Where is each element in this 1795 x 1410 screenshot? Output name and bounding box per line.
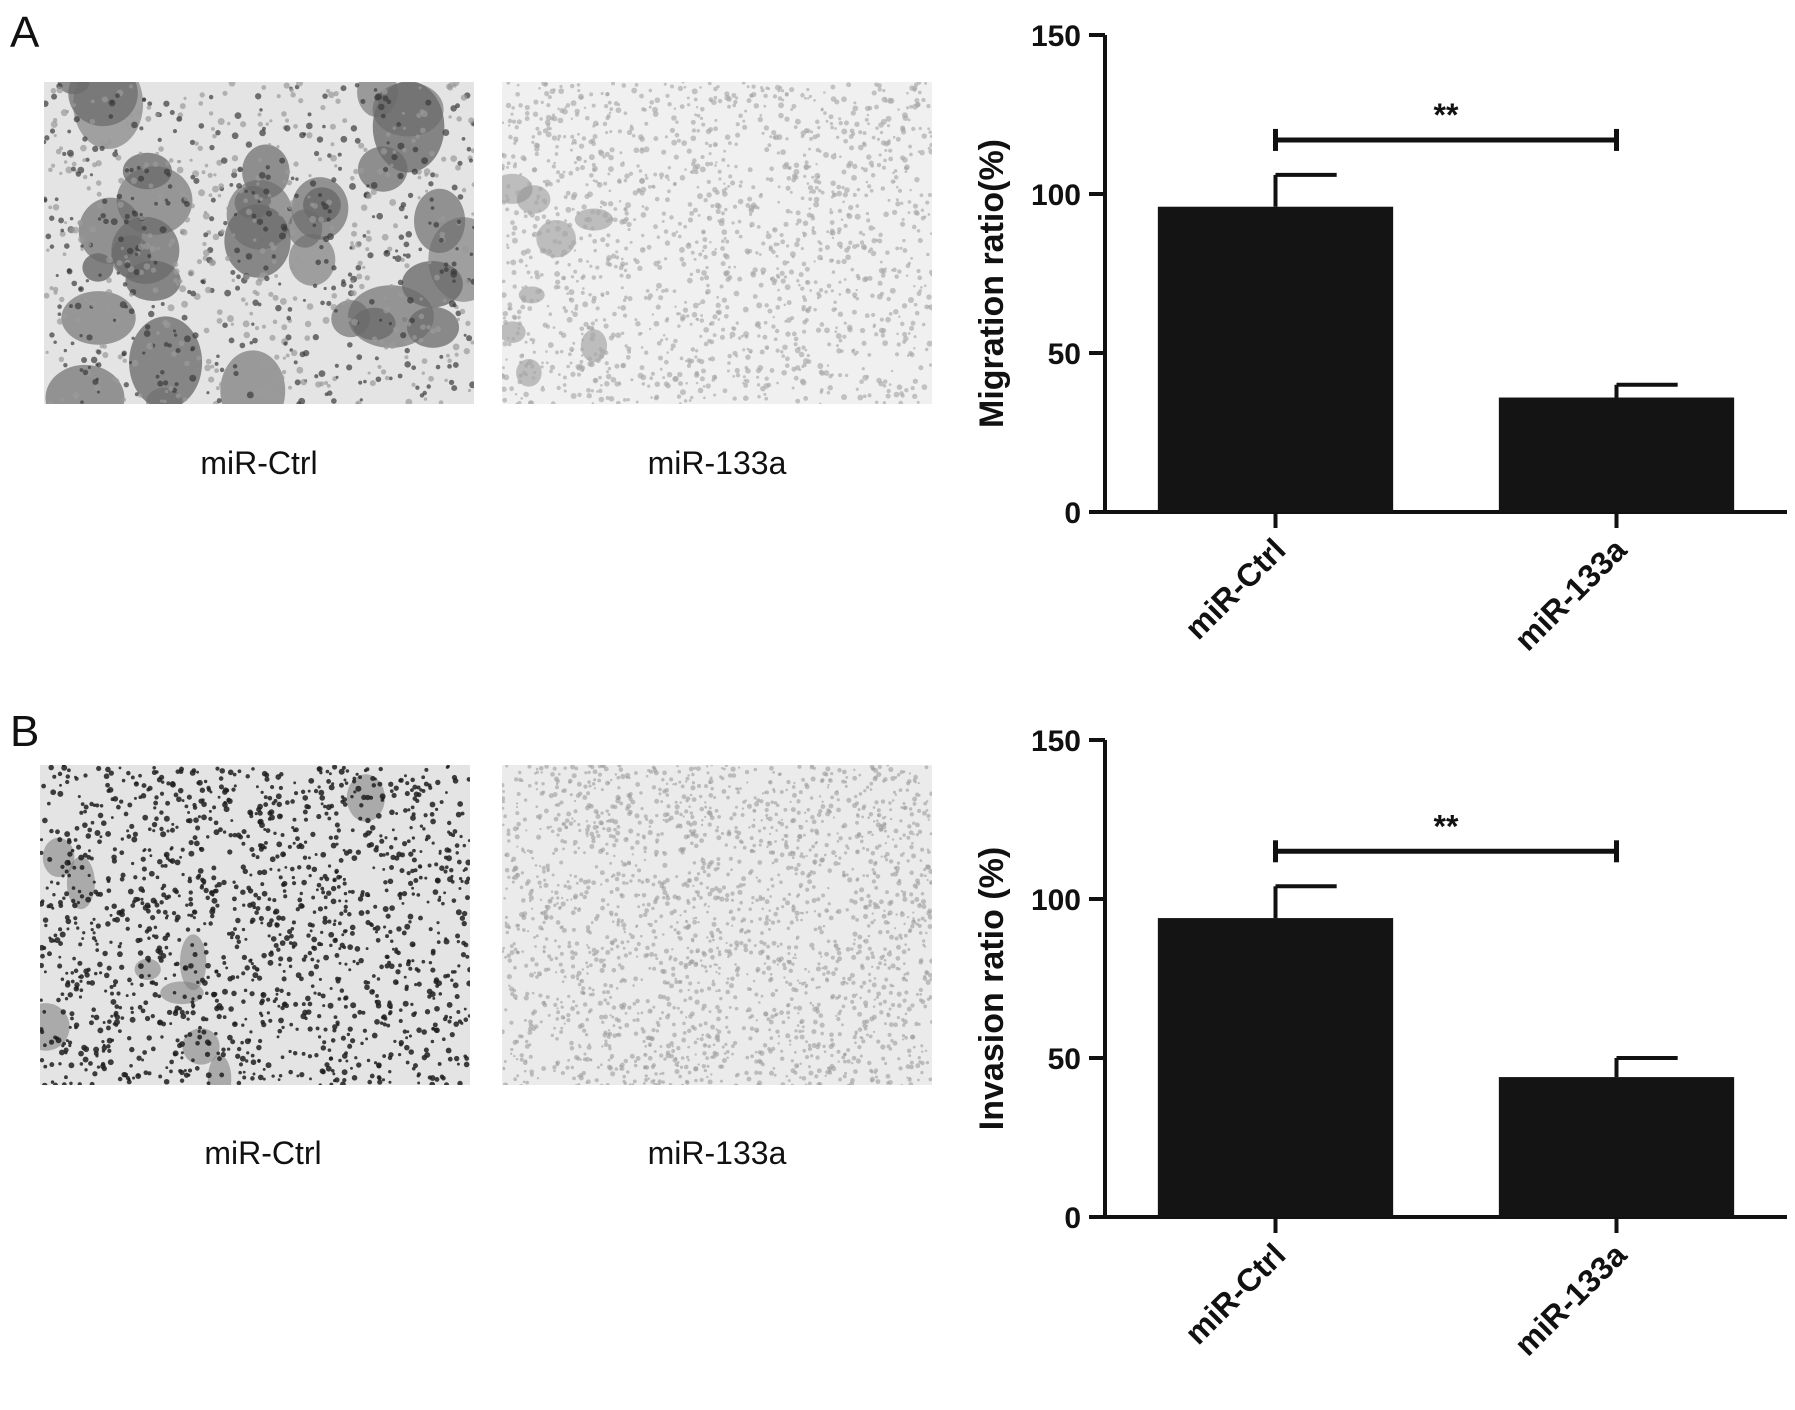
- x-tick-label-miR-133a: miR-133a: [1507, 531, 1633, 657]
- micrograph-label-a-mir133a: miR-133a: [502, 445, 932, 482]
- micrograph-label-a-ctrl: miR-Ctrl: [44, 445, 474, 482]
- micrograph-b-mir133a: [502, 765, 932, 1085]
- micrograph-a-mir133a: [502, 82, 932, 404]
- micrograph-label-b-mir133a: miR-133a: [502, 1135, 932, 1172]
- x-tick-label-miR-Ctrl: miR-Ctrl: [1178, 531, 1293, 646]
- y-tick-label-50: 50: [1048, 1043, 1081, 1076]
- y-tick-label-150: 150: [1031, 725, 1081, 758]
- significance-label: **: [1434, 97, 1459, 133]
- micrograph-a-ctrl: [44, 82, 474, 404]
- panel-letter-a: A: [10, 8, 39, 58]
- bar-miR-133a: [1499, 1077, 1734, 1217]
- x-tick-label-miR-Ctrl: miR-Ctrl: [1178, 1236, 1293, 1351]
- y-tick-label-50: 50: [1048, 338, 1081, 371]
- bar-miR-Ctrl: [1158, 207, 1393, 512]
- panel-letter-b: B: [10, 707, 39, 757]
- y-tick-label-150: 150: [1031, 20, 1081, 53]
- y-tick-label-100: 100: [1031, 179, 1081, 212]
- y-tick-label-0: 0: [1064, 1202, 1081, 1235]
- bar-miR-133a: [1499, 398, 1734, 512]
- micrograph-label-b-ctrl: miR-Ctrl: [48, 1135, 478, 1172]
- bar-miR-Ctrl: [1158, 918, 1393, 1217]
- y-tick-label-0: 0: [1064, 497, 1081, 530]
- invasion-bar-chart: 0 50 100 150 Invasion ratio (%) miR-Ctrl miR-1…: [955, 705, 1795, 1405]
- y-axis-title: Invasion ratio (%): [973, 847, 1011, 1130]
- y-tick-label-100: 100: [1031, 884, 1081, 917]
- migration-bar-chart: 0 50 100 150 Migration ratio(%) miR-Ctrl miR-1…: [955, 0, 1795, 700]
- y-axis-title: Migration ratio(%): [973, 139, 1011, 428]
- significance-label: **: [1434, 808, 1459, 844]
- micrograph-b-ctrl: [40, 765, 470, 1085]
- x-tick-label-miR-133a: miR-133a: [1507, 1236, 1633, 1362]
